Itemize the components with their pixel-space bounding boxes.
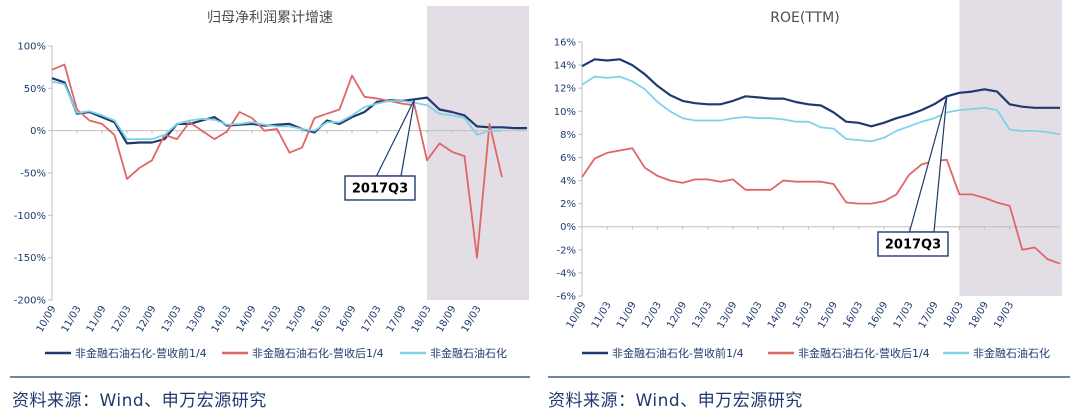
y-tick-label: 14% bbox=[554, 61, 576, 72]
source-note-right: 资料来源：Wind、申万宏源研究 bbox=[548, 391, 803, 411]
series-line-3 bbox=[51, 80, 502, 140]
x-tick-label: 14/09 bbox=[766, 300, 790, 330]
x-tick-label: 12/09 bbox=[665, 300, 689, 330]
x-tick-label: 17/03 bbox=[360, 304, 384, 334]
x-tick-label: 10/09 bbox=[565, 300, 589, 330]
y-tick-label: -2% bbox=[557, 245, 576, 256]
chart-1: 归母净利润累计增速 100% 50% 0% -50% -100% -150% -200%10/… bbox=[14, 6, 529, 360]
x-tick-label: 11/03 bbox=[590, 300, 614, 330]
x-tick-label: 18/09 bbox=[435, 304, 459, 334]
x-tick-label: 13/03 bbox=[690, 300, 714, 330]
x-tick-label: 10/09 bbox=[35, 304, 59, 334]
x-tick-label: 16/09 bbox=[335, 304, 359, 334]
x-tick-label: 14/03 bbox=[741, 300, 765, 330]
x-tick-label: 13/03 bbox=[160, 304, 184, 334]
annotation-pointer bbox=[375, 99, 416, 177]
x-tick-label: 17/03 bbox=[892, 300, 916, 330]
y-tick-label: 16% bbox=[554, 38, 576, 49]
legend-label-3: 非金融石油石化 bbox=[973, 346, 1050, 360]
annotation-label: 2017Q3 bbox=[352, 182, 408, 197]
x-tick-label: 15/03 bbox=[260, 304, 284, 334]
chart-2: ROE(TTM)16%14%12%10%8%6%4%2%0%-2%-4%-6%1… bbox=[554, 0, 1062, 360]
source-note-left: 资料来源：Wind、申万宏源研究 bbox=[12, 391, 267, 411]
x-tick-label: 14/09 bbox=[235, 304, 259, 334]
x-tick-label: 18/09 bbox=[967, 300, 991, 330]
y-tick-label: 4% bbox=[560, 176, 576, 187]
series-line-2 bbox=[51, 63, 503, 259]
y-tick-label: 0% bbox=[560, 222, 576, 233]
x-tick-label: 14/03 bbox=[210, 304, 234, 334]
annotation-box bbox=[344, 175, 416, 201]
x-tick-label: 18/03 bbox=[942, 300, 966, 330]
x-tick-label: 16/09 bbox=[867, 300, 891, 330]
shaded-region bbox=[959, 0, 1062, 296]
x-tick-label: 17/09 bbox=[917, 300, 941, 330]
x-tick-label: 12/03 bbox=[640, 300, 664, 330]
x-tick-label: 11/09 bbox=[85, 304, 109, 334]
y-tick-label: -100% bbox=[14, 211, 46, 222]
y-tick-label: 8% bbox=[560, 130, 576, 141]
x-tick-label: 18/03 bbox=[410, 304, 434, 334]
x-tick-label: 16/03 bbox=[841, 300, 865, 330]
legend-label-2: 非金融石油石化-营收后1/4 bbox=[798, 346, 930, 360]
y-tick-label: -6% bbox=[557, 292, 576, 303]
y-tick-label: 2% bbox=[560, 199, 576, 210]
x-tick-label: 15/03 bbox=[791, 300, 815, 330]
series-line-1 bbox=[51, 77, 527, 145]
x-tick-label: 12/03 bbox=[110, 304, 134, 334]
y-tick-label: -150% bbox=[14, 253, 46, 264]
y-tick-label: -200% bbox=[14, 296, 46, 307]
annotation-box bbox=[877, 231, 949, 257]
x-tick-label: 16/03 bbox=[310, 304, 334, 334]
legend-label-2: 非金融石油石化-营收后1/4 bbox=[252, 346, 384, 360]
legend-label-1: 非金融石油石化-营收前1/4 bbox=[612, 346, 744, 360]
y-tick-label: -4% bbox=[557, 268, 576, 279]
series-line-2 bbox=[581, 147, 1061, 265]
x-tick-label: 11/03 bbox=[60, 304, 84, 334]
x-tick-label: 13/09 bbox=[185, 304, 209, 334]
x-tick-label: 13/09 bbox=[716, 300, 740, 330]
y-tick-label: 10% bbox=[554, 107, 576, 118]
y-tick-label: 0% bbox=[30, 126, 46, 137]
y-tick-label: 50% bbox=[24, 84, 46, 95]
annotation-label: 2017Q3 bbox=[885, 238, 941, 253]
y-tick-label: 12% bbox=[554, 84, 576, 95]
chart-title: ROE(TTM) bbox=[770, 10, 839, 26]
y-tick-label: 100% bbox=[17, 42, 46, 53]
x-tick-label: 11/09 bbox=[615, 300, 639, 330]
legend-label-1: 非金融石油石化-营收前1/4 bbox=[75, 346, 207, 360]
series-line-1 bbox=[581, 58, 1060, 128]
x-tick-label: 15/09 bbox=[816, 300, 840, 330]
annotation-pointer bbox=[908, 96, 948, 233]
series-line-3 bbox=[581, 75, 1061, 143]
y-tick-label: -50% bbox=[20, 169, 46, 180]
x-tick-label: 17/09 bbox=[385, 304, 409, 334]
x-tick-label: 19/03 bbox=[992, 300, 1016, 330]
x-tick-label: 19/03 bbox=[460, 304, 484, 334]
x-tick-label: 12/09 bbox=[135, 304, 159, 334]
y-tick-label: 6% bbox=[560, 153, 576, 164]
chart-title: 归母净利润累计增速 bbox=[207, 9, 333, 26]
x-tick-label: 15/09 bbox=[285, 304, 309, 334]
legend-label-3: 非金融石油石化 bbox=[430, 346, 507, 360]
